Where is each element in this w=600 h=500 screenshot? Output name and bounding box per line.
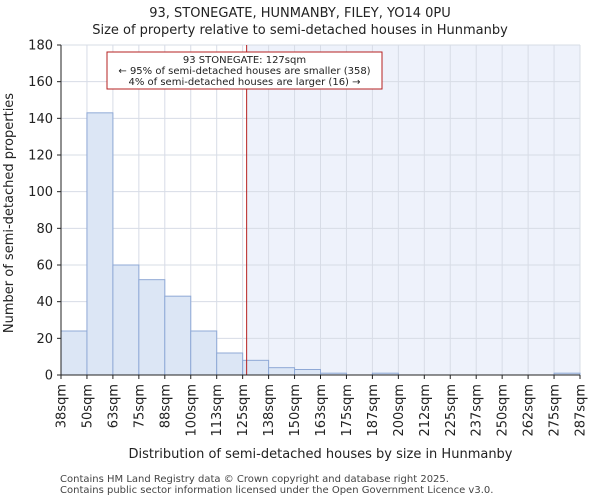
- y-tick-label: 20: [36, 332, 53, 347]
- x-tick-label: 262sqm: [522, 384, 537, 437]
- y-tick-label: 40: [36, 295, 53, 310]
- x-tick-label: 75sqm: [132, 384, 147, 428]
- y-axis-ticks: 0 20 40 60 80 100 120 140 160 180: [28, 39, 61, 384]
- histogram-bar: [294, 369, 321, 376]
- title-line-2: Size of property relative to semi-detach…: [92, 23, 508, 38]
- annotation-label: 93 STONEGATE: 127sqm: [183, 55, 306, 66]
- x-axis-title: Distribution of semi-detached houses by …: [128, 447, 512, 462]
- x-tick-label: 275sqm: [548, 384, 563, 437]
- x-axis-ticks: 38sqm 50sqm 63sqm 75sqm 88sqm 100sqm 113sqm 125…: [55, 375, 589, 437]
- footer-line-1: Contains HM Land Registry data © Crown c…: [60, 474, 449, 485]
- x-tick-label: 50sqm: [80, 384, 95, 428]
- larger-houses-region: [246, 45, 580, 375]
- annotation-larger-text: 4% of semi-detached houses are larger (1…: [128, 77, 360, 88]
- histogram-bar: [60, 330, 88, 376]
- x-tick-label: 287sqm: [574, 384, 589, 437]
- y-tick-label: 160: [28, 75, 53, 90]
- x-tick-label: 225sqm: [444, 384, 459, 437]
- histogram-bar: [268, 367, 296, 376]
- annotation-smaller-text: ← 95% of semi-detached houses are smalle…: [118, 66, 370, 77]
- y-tick-label: 140: [28, 112, 53, 127]
- x-tick-label: 125sqm: [236, 384, 251, 437]
- x-tick-label: 175sqm: [340, 384, 355, 437]
- y-tick-label: 80: [36, 222, 53, 237]
- x-tick-label: 38sqm: [55, 384, 70, 428]
- histogram-bars: [60, 112, 581, 376]
- x-tick-label: 250sqm: [496, 384, 511, 437]
- annotation-box: [106, 51, 383, 90]
- y-tick-label: 100: [28, 185, 53, 200]
- x-tick-label: 163sqm: [314, 384, 329, 437]
- title-line-1: 93, STONEGATE, HUNMANBY, FILEY, YO14 0PU: [149, 6, 451, 21]
- x-tick-label: 113sqm: [210, 384, 225, 437]
- y-tick-label: 180: [28, 39, 53, 54]
- x-tick-label: 237sqm: [470, 384, 485, 437]
- x-tick-label: 88sqm: [158, 384, 173, 428]
- x-tick-label: 63sqm: [106, 384, 121, 428]
- footer: Contains HM Land Registry data © Crown c…: [60, 474, 493, 496]
- marker-annotation: 93 STONEGATE: 127sqm ← 95% of semi-detac…: [106, 51, 383, 90]
- x-tick-label: 200sqm: [392, 384, 407, 437]
- histogram-bar: [216, 352, 244, 376]
- histogram-bar: [112, 264, 140, 376]
- histogram-bar: [138, 279, 166, 376]
- x-tick-label: 100sqm: [184, 384, 199, 437]
- x-tick-label: 138sqm: [262, 384, 277, 437]
- y-axis-title: Number of semi-detached properties: [2, 93, 17, 333]
- y-tick-label: 0: [45, 369, 53, 384]
- histogram-bar: [164, 295, 192, 376]
- y-tick-label: 60: [36, 259, 53, 274]
- x-tick-label: 187sqm: [366, 384, 381, 437]
- x-tick-label: 212sqm: [418, 384, 433, 437]
- histogram-bar: [190, 330, 218, 376]
- chart-title: 93, STONEGATE, HUNMANBY, FILEY, YO14 0PU…: [0, 5, 600, 39]
- x-tick-label: 150sqm: [288, 384, 303, 437]
- y-tick-label: 120: [28, 149, 53, 164]
- histogram-bar: [86, 112, 114, 376]
- footer-line-2: Contains public sector information licen…: [60, 485, 494, 496]
